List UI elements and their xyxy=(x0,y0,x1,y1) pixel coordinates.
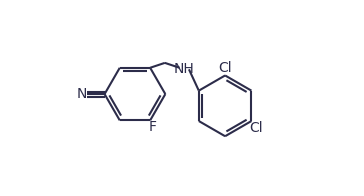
Text: NH: NH xyxy=(174,62,194,76)
Text: N: N xyxy=(77,87,87,101)
Text: F: F xyxy=(149,120,157,134)
Text: Cl: Cl xyxy=(249,121,263,135)
Text: Cl: Cl xyxy=(218,61,232,75)
